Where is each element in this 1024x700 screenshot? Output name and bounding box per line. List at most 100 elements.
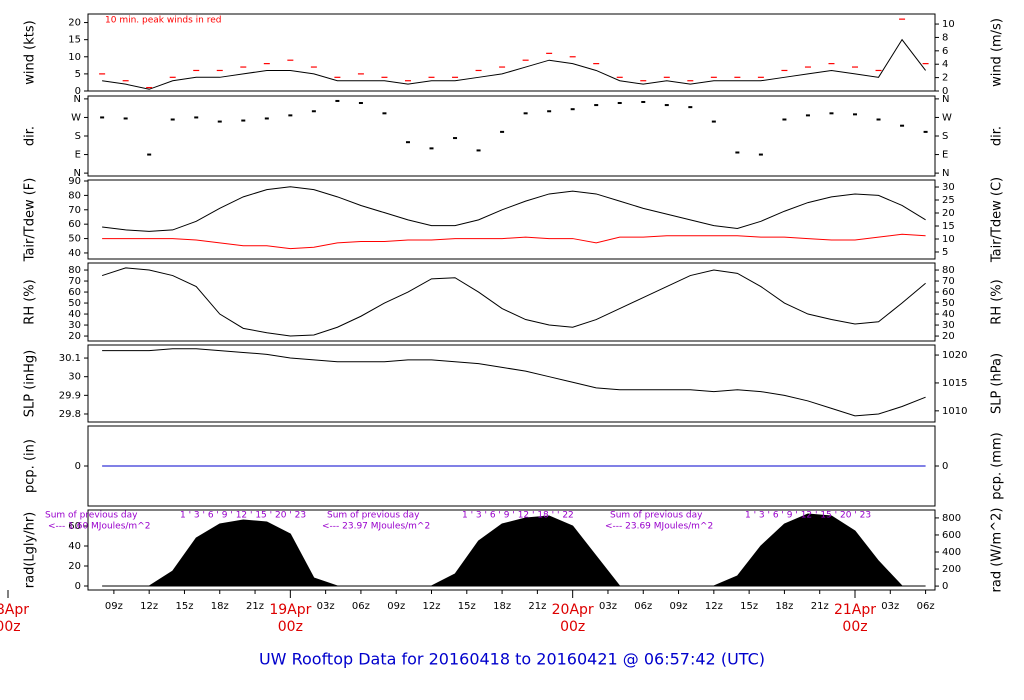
y2-axis-label: wind (m/s): [990, 18, 1005, 87]
day-label: 20Apr: [552, 602, 594, 618]
day-hour-label: 00z: [842, 619, 867, 635]
y2-tick-label: S: [942, 131, 948, 142]
y-tick-label: 0: [75, 461, 81, 472]
y-axis-label: wind (kts): [23, 20, 38, 84]
radiation-area: [102, 513, 926, 587]
annotation: <--- 1.60 MJoules/m^2: [48, 522, 150, 532]
y-tick-label: 10: [68, 52, 81, 63]
y2-tick-label: 0: [942, 86, 948, 97]
x-tick-label: 03z: [881, 601, 899, 612]
day-hour-label: 00z: [560, 619, 585, 635]
annotation: Sum of previous day: [327, 511, 420, 521]
plot-area: [100, 99, 928, 156]
y-tick-label: 20: [68, 331, 81, 342]
y2-tick-label: 0: [942, 581, 948, 592]
y-tick-label: 30: [68, 320, 81, 331]
y-tick-label: 60: [68, 521, 81, 532]
series-line: [102, 348, 926, 417]
y-tick-label: 70: [68, 205, 81, 216]
y-tick-label: 40: [68, 541, 81, 552]
dir-point: [688, 106, 693, 109]
series-line: [102, 38, 926, 90]
x-tick-label: 15z: [740, 601, 758, 612]
y2-tick-label: 8: [942, 32, 948, 43]
y2-tick-label: 4: [942, 59, 948, 70]
y-axis-label: RH (%): [23, 279, 38, 324]
x-tick-label: 15z: [458, 601, 476, 612]
dir-point: [570, 108, 575, 111]
dir-point: [453, 137, 458, 140]
y2-tick-label: N: [942, 168, 949, 179]
y2-tick-label: 25: [942, 195, 955, 206]
dir-point: [476, 149, 481, 152]
annotation: Sum of previous day: [610, 511, 703, 521]
y-axis-label: dir.: [23, 126, 38, 146]
dir-point: [853, 113, 858, 116]
annotation: <--- 23.97 MJoules/m^2: [322, 522, 430, 532]
plot-frame: [87, 179, 936, 260]
x-tick-label: 03z: [599, 601, 617, 612]
series-line: [102, 186, 926, 232]
day-label: 21Apr: [834, 602, 876, 618]
plot-frame: [87, 13, 936, 92]
y-tick-label: 20: [68, 561, 81, 572]
dir-point: [429, 147, 434, 150]
x-tick-label: 18z: [211, 601, 229, 612]
x-tick-label: 12z: [140, 601, 158, 612]
y-tick-label: N: [74, 94, 81, 105]
y-tick-label: 80: [68, 190, 81, 201]
plot-frame: [87, 95, 936, 177]
y2-axis-label: RH (%): [990, 279, 1005, 324]
plot-area: [99, 18, 929, 90]
dir-point: [170, 118, 175, 121]
x-tick-label: 21z: [528, 601, 546, 612]
dir-point: [405, 141, 410, 144]
dir-point: [664, 104, 669, 107]
dir-point: [876, 118, 881, 121]
x-tick-label: 21z: [811, 601, 829, 612]
y2-axis-label: dir.: [990, 126, 1005, 146]
y2-tick-label: 10: [942, 234, 955, 245]
plot-area: [102, 513, 926, 587]
dir-point: [217, 120, 222, 123]
y-tick-label: 30.1: [59, 353, 81, 364]
y2-tick-label: 400: [942, 547, 961, 558]
y2-tick-label: W: [942, 112, 952, 123]
dir-point: [100, 116, 105, 119]
y-axis-label: pcp. (in): [23, 439, 38, 493]
day-label: 18Apr: [0, 602, 29, 618]
page-title: UW Rooftop Data for 20160418 to 20160421…: [259, 650, 765, 669]
y2-tick-label: 20: [942, 331, 955, 342]
dir-point: [711, 120, 716, 123]
y-tick-label: 60: [68, 219, 81, 230]
y2-tick-label: 200: [942, 564, 961, 575]
y-tick-label: 80: [68, 265, 81, 276]
y2-tick-label: 60: [942, 287, 955, 298]
y-tick-label: W: [71, 112, 81, 123]
x-tick-label: 09z: [105, 601, 123, 612]
y2-tick-label: 10: [942, 19, 955, 30]
dir-point: [264, 117, 269, 120]
dir-point: [547, 110, 552, 113]
y-tick-label: 15: [68, 35, 81, 46]
dir-point: [311, 110, 316, 113]
day-hour-label: 00z: [0, 619, 21, 635]
series-line: [101, 267, 926, 337]
x-tick-label: 09z: [670, 601, 688, 612]
dir-point: [594, 104, 599, 107]
y2-tick-label: 1015: [942, 378, 967, 389]
dir-point: [241, 119, 246, 122]
y2-tick-label: 70: [942, 276, 955, 287]
x-tick-label: 09z: [387, 601, 405, 612]
y-tick-label: 0: [75, 86, 81, 97]
day-hour-label: 00z: [278, 619, 303, 635]
y-tick-label: 0: [75, 581, 81, 592]
dir-point: [358, 102, 363, 105]
dir-point: [523, 112, 528, 115]
plot-area: [102, 186, 926, 250]
dir-point: [735, 151, 740, 154]
day-label: 19Apr: [269, 602, 311, 618]
x-tick-label: 03z: [317, 601, 335, 612]
y-tick-label: 90: [68, 176, 81, 187]
